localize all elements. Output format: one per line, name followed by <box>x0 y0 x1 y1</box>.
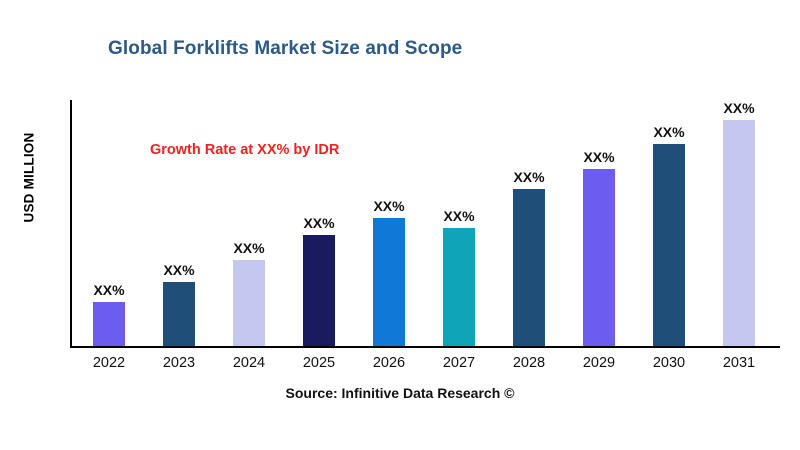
x-axis-line <box>70 346 780 348</box>
bar[interactable] <box>233 260 265 346</box>
bar[interactable] <box>723 120 755 346</box>
bar[interactable] <box>443 228 475 346</box>
x-tick-label: 2022 <box>92 355 126 371</box>
y-axis-line <box>70 100 72 348</box>
y-axis-label: USD MILLION <box>21 132 37 223</box>
page-title: Global Forklifts Market Size and Scope <box>108 38 463 59</box>
bar-value-label: XX% <box>303 215 335 231</box>
bar-value-label: XX% <box>233 240 265 256</box>
bar[interactable] <box>513 189 545 346</box>
x-tick-label: 2027 <box>442 355 476 371</box>
bar[interactable] <box>303 235 335 346</box>
bar-group[interactable]: XX% <box>144 100 214 346</box>
bar-series: XX% XX% XX% XX% XX% XX% XX% XX% XX% XX% <box>70 100 780 348</box>
x-tick-label: 2029 <box>582 355 616 371</box>
bar-value-label: XX% <box>653 124 685 140</box>
x-tick-label: 2025 <box>302 355 336 371</box>
bar-value-label: XX% <box>163 262 195 278</box>
x-tick-label: 2023 <box>162 355 196 371</box>
source-note: Source: Infinitive Data Research © <box>285 385 515 401</box>
plot-area <box>70 100 780 348</box>
bar-group[interactable]: XX% <box>704 100 774 346</box>
bar[interactable] <box>583 169 615 346</box>
bar-group[interactable]: XX% <box>564 100 634 346</box>
bar[interactable] <box>373 218 405 346</box>
bar-value-label: XX% <box>373 198 405 214</box>
x-tick-label: 2030 <box>652 355 686 371</box>
bar-value-label: XX% <box>513 169 545 185</box>
bar-group[interactable]: XX% <box>74 100 144 346</box>
bar-group[interactable]: XX% <box>424 100 494 346</box>
bar-group[interactable]: XX% <box>354 100 424 346</box>
bar-group[interactable]: XX% <box>494 100 564 346</box>
x-axis-tick-labels: 2022 2023 2024 2025 2026 2027 2028 2029 2030 2031 <box>70 0 780 450</box>
bar[interactable] <box>93 302 125 346</box>
bar[interactable] <box>163 282 195 346</box>
x-tick-label: 2031 <box>722 355 756 371</box>
bar-value-label: XX% <box>583 149 615 165</box>
bar-value-label: XX% <box>723 100 755 116</box>
x-tick-label: 2024 <box>232 355 266 371</box>
x-tick-label: 2028 <box>512 355 546 371</box>
bar-value-label: XX% <box>443 208 475 224</box>
bar-group[interactable]: XX% <box>214 100 284 346</box>
bar[interactable] <box>653 144 685 346</box>
x-tick-label: 2026 <box>372 355 406 371</box>
bar-value-label: XX% <box>93 282 125 298</box>
bar-group[interactable]: XX% <box>634 100 704 346</box>
bar-group[interactable]: XX% <box>284 100 354 346</box>
growth-rate-annotation: Growth Rate at XX% by IDR <box>150 142 340 158</box>
